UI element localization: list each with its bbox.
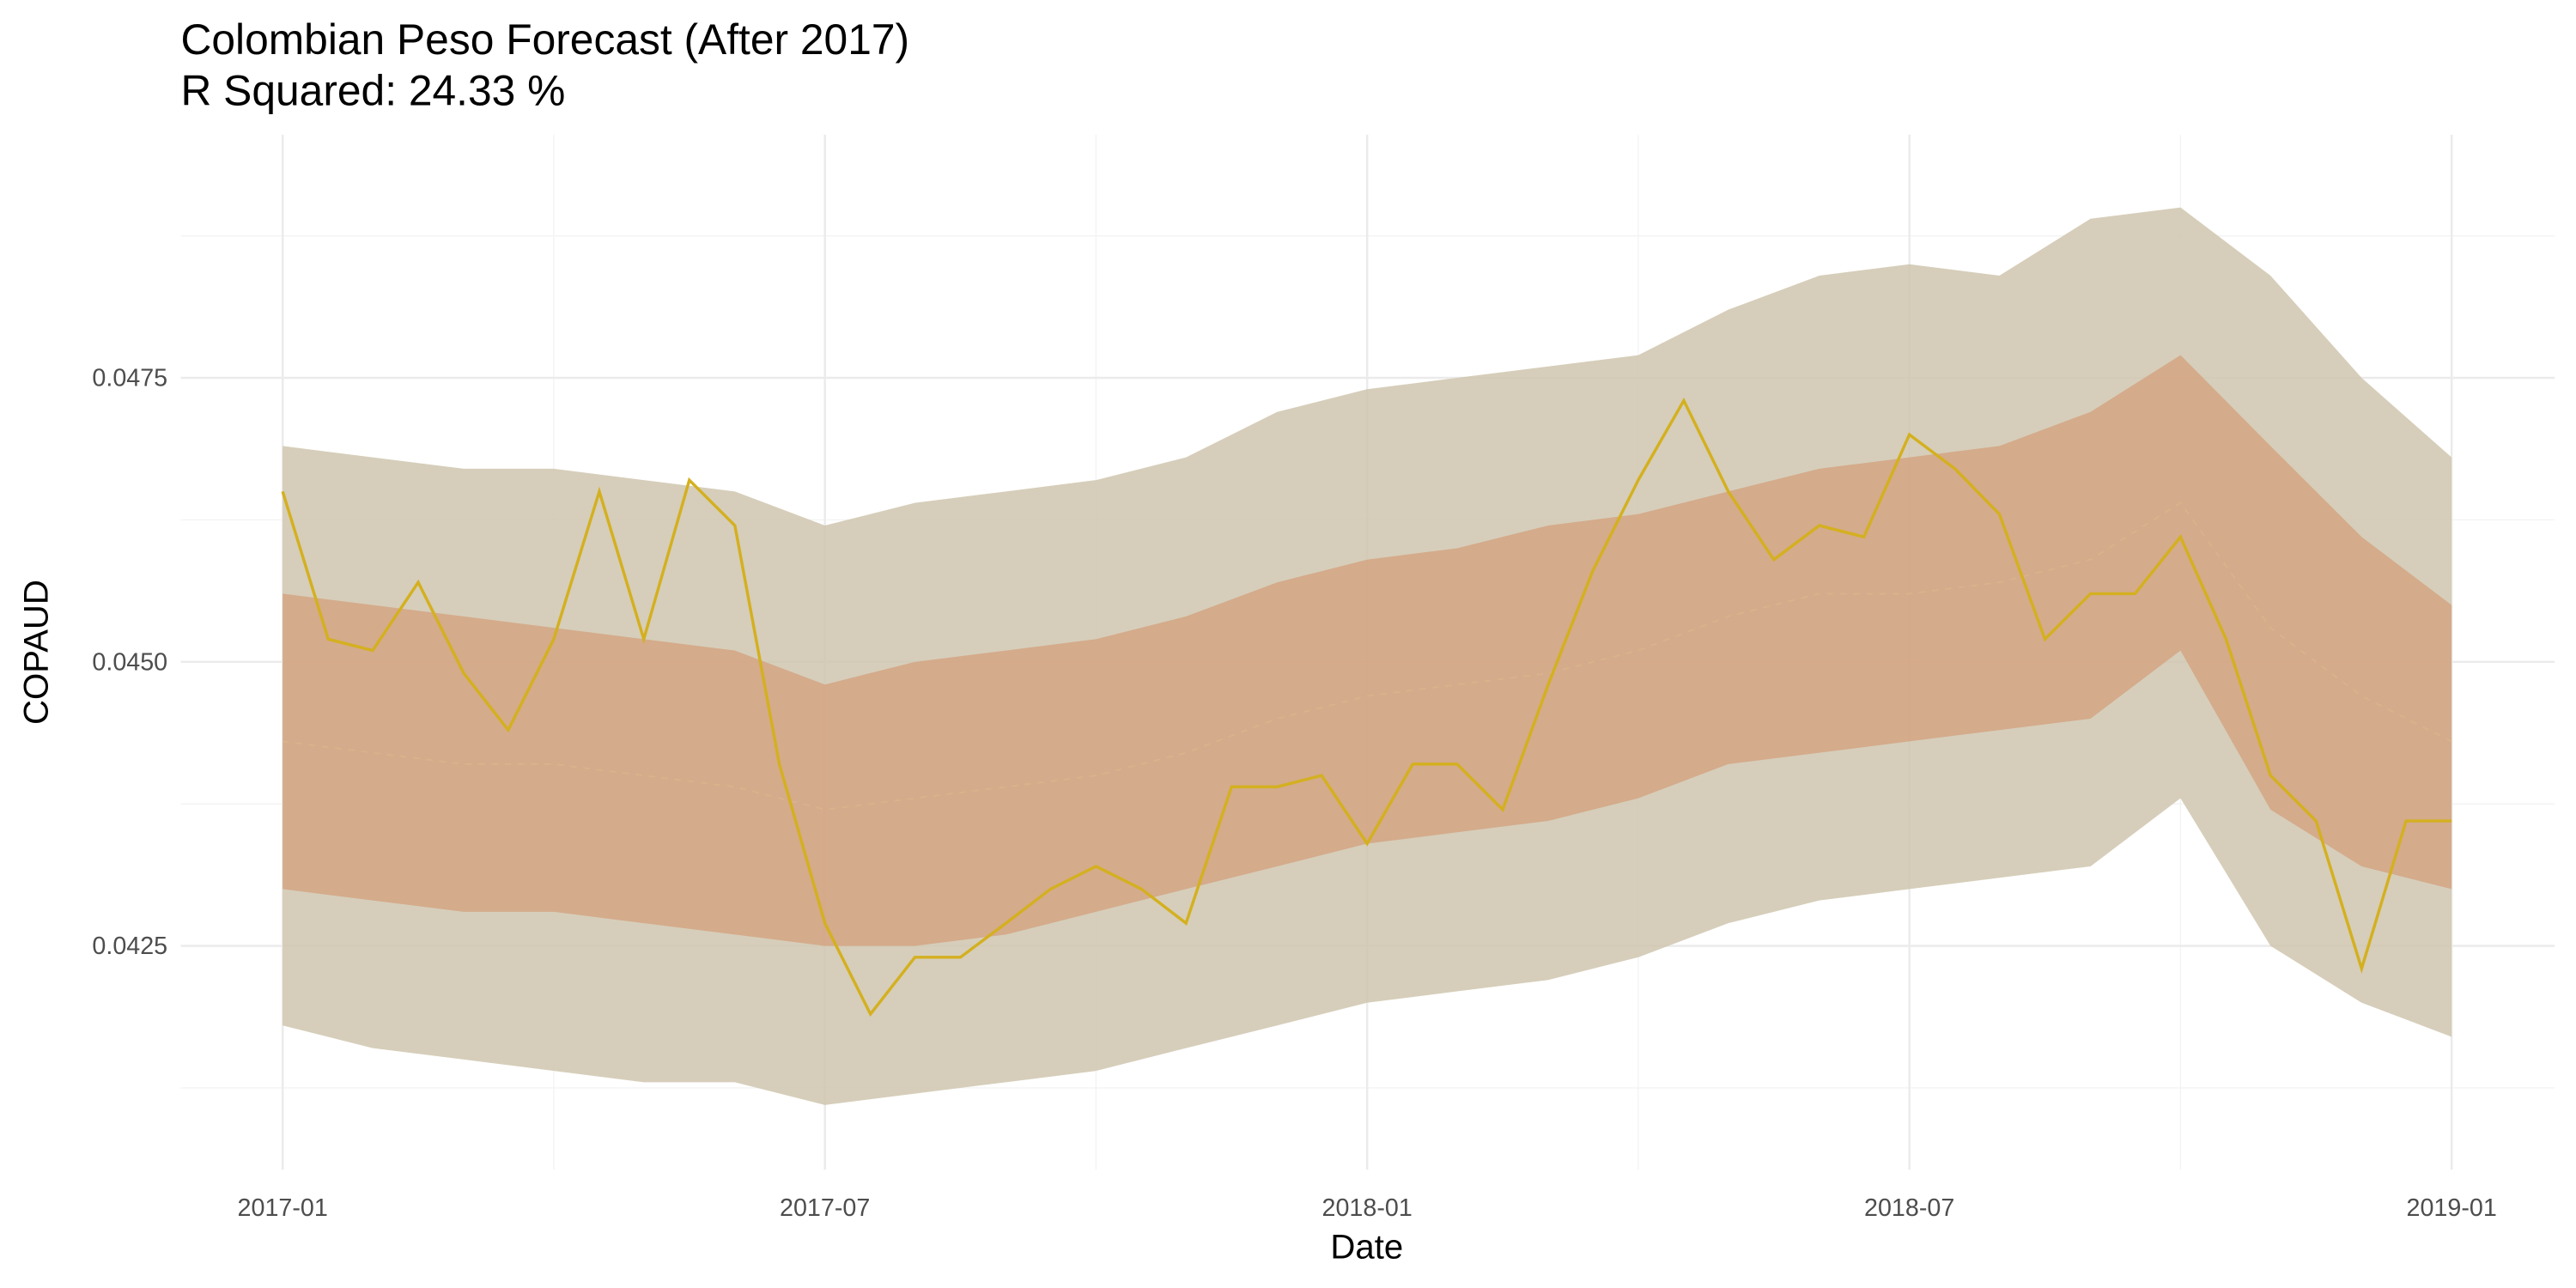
interval-band [283, 355, 2452, 946]
x-tick-label: 2017-01 [238, 1194, 328, 1222]
x-axis-title: Date [1330, 1228, 1403, 1267]
y-tick-label: 0.0475 [92, 365, 167, 392]
y-tick-label: 0.0450 [92, 648, 167, 676]
actual-line [281, 397, 2452, 1018]
forecast-line [283, 501, 2452, 811]
chart-title: Colombian Peso Forecast (After 2017) [180, 15, 909, 64]
x-tick-label: 2017-07 [780, 1194, 870, 1222]
x-tick-label: 2019-01 [2407, 1194, 2497, 1222]
y-axis-title: COPAUD [16, 580, 55, 725]
x-tick-label: 2018-07 [1864, 1194, 1954, 1222]
chart-subtitle: R Squared: 24.33 % [180, 66, 565, 114]
x-tick-label: 2018-01 [1322, 1194, 1413, 1222]
y-tick-label: 0.0425 [92, 933, 167, 960]
